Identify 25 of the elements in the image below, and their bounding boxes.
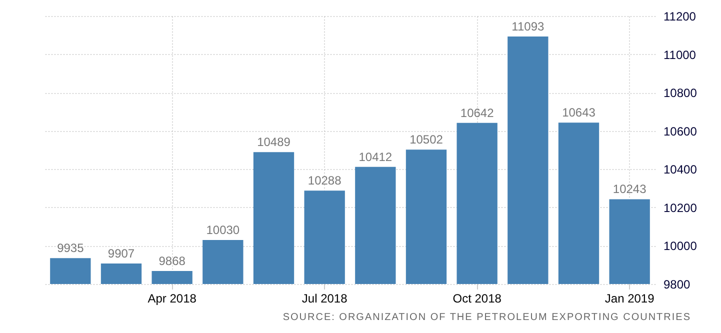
- data-label: 10502: [410, 132, 444, 147]
- data-label: 10243: [612, 182, 647, 196]
- data-label: 10412: [358, 150, 392, 164]
- x-tick-label: Jul 2018: [302, 292, 348, 306]
- data-label: 9935: [57, 241, 84, 256]
- data-label: 10489: [257, 135, 291, 150]
- y-tick-label: 11000: [664, 48, 696, 62]
- x-tick-label: Oct 2018: [452, 292, 502, 306]
- y-tick-label: 10000: [664, 239, 698, 254]
- data-label: 9868: [158, 254, 186, 268]
- y-tick-label: 9800: [664, 278, 691, 292]
- data-label: 9907: [108, 246, 135, 261]
- y-tick-label: 10800: [664, 86, 698, 100]
- data-label: 10288: [308, 174, 342, 188]
- data-label: 10643: [562, 106, 596, 120]
- data-label: 10642: [460, 106, 494, 120]
- data-label: 11093: [512, 19, 544, 34]
- y-tick-label: 10200: [664, 200, 698, 215]
- x-tick-label: Jan 2019: [604, 292, 655, 306]
- y-tick-label: 10600: [664, 124, 698, 138]
- y-tick-label: 11200: [664, 10, 696, 24]
- y-tick-label: 10400: [664, 162, 698, 177]
- x-tick-label: Apr 2018: [148, 292, 197, 306]
- source-note: SOURCE: ORGANIZATION OF THE PETROLEUM EXPORTING COUNTRIES: [282, 312, 691, 323]
- data-label: 10030: [206, 222, 240, 237]
